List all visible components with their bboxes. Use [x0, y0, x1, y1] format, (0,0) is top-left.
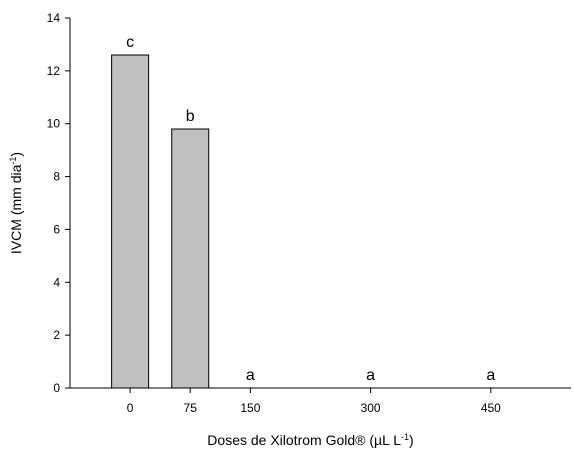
x-tick-label: 75 — [184, 401, 198, 415]
y-axis-title-suffix: ) — [8, 152, 24, 157]
y-tick-label: 6 — [53, 222, 60, 236]
x-axis-title: Doses de Xilotrom Gold® (µL L-1) — [207, 432, 413, 448]
significance-letter: a — [246, 367, 255, 384]
significance-letter: c — [126, 34, 134, 51]
x-axis-title-sup: -1 — [401, 432, 409, 442]
significance-letter: b — [186, 108, 195, 125]
x-tick-label: 300 — [361, 401, 381, 415]
y-axis-ticks: 0 2 4 6 8 10 12 14 — [47, 11, 70, 395]
x-tick-label: 0 — [127, 401, 134, 415]
x-axis-title-text: Doses de Xilotrom Gold® (µL L — [207, 432, 401, 448]
y-tick-label: 4 — [53, 275, 60, 289]
bars-layer — [111, 54, 210, 389]
x-axis-ticks: 0 75 150 300 450 — [127, 388, 501, 415]
y-tick-label: 0 — [53, 381, 60, 395]
y-tick-label: 12 — [47, 64, 61, 78]
y-tick-label: 8 — [53, 170, 60, 184]
significance-letter: a — [486, 367, 495, 384]
bar — [111, 54, 150, 389]
bar — [171, 128, 210, 389]
y-tick-label: 14 — [47, 11, 61, 25]
y-axis-title-text: IVCM (mm dia — [8, 164, 24, 254]
significance-labels: c b a a a — [126, 34, 495, 384]
significance-letter: a — [366, 367, 375, 384]
y-tick-label: 2 — [53, 328, 60, 342]
y-axis-title-sup: -1 — [8, 157, 18, 165]
axes — [69, 18, 571, 389]
x-tick-label: 450 — [481, 401, 501, 415]
y-tick-label: 10 — [47, 117, 61, 131]
x-axis-title-suffix: ) — [409, 432, 414, 448]
x-tick-label: 150 — [240, 401, 260, 415]
y-axis-title: IVCM (mm dia-1) — [8, 152, 24, 254]
